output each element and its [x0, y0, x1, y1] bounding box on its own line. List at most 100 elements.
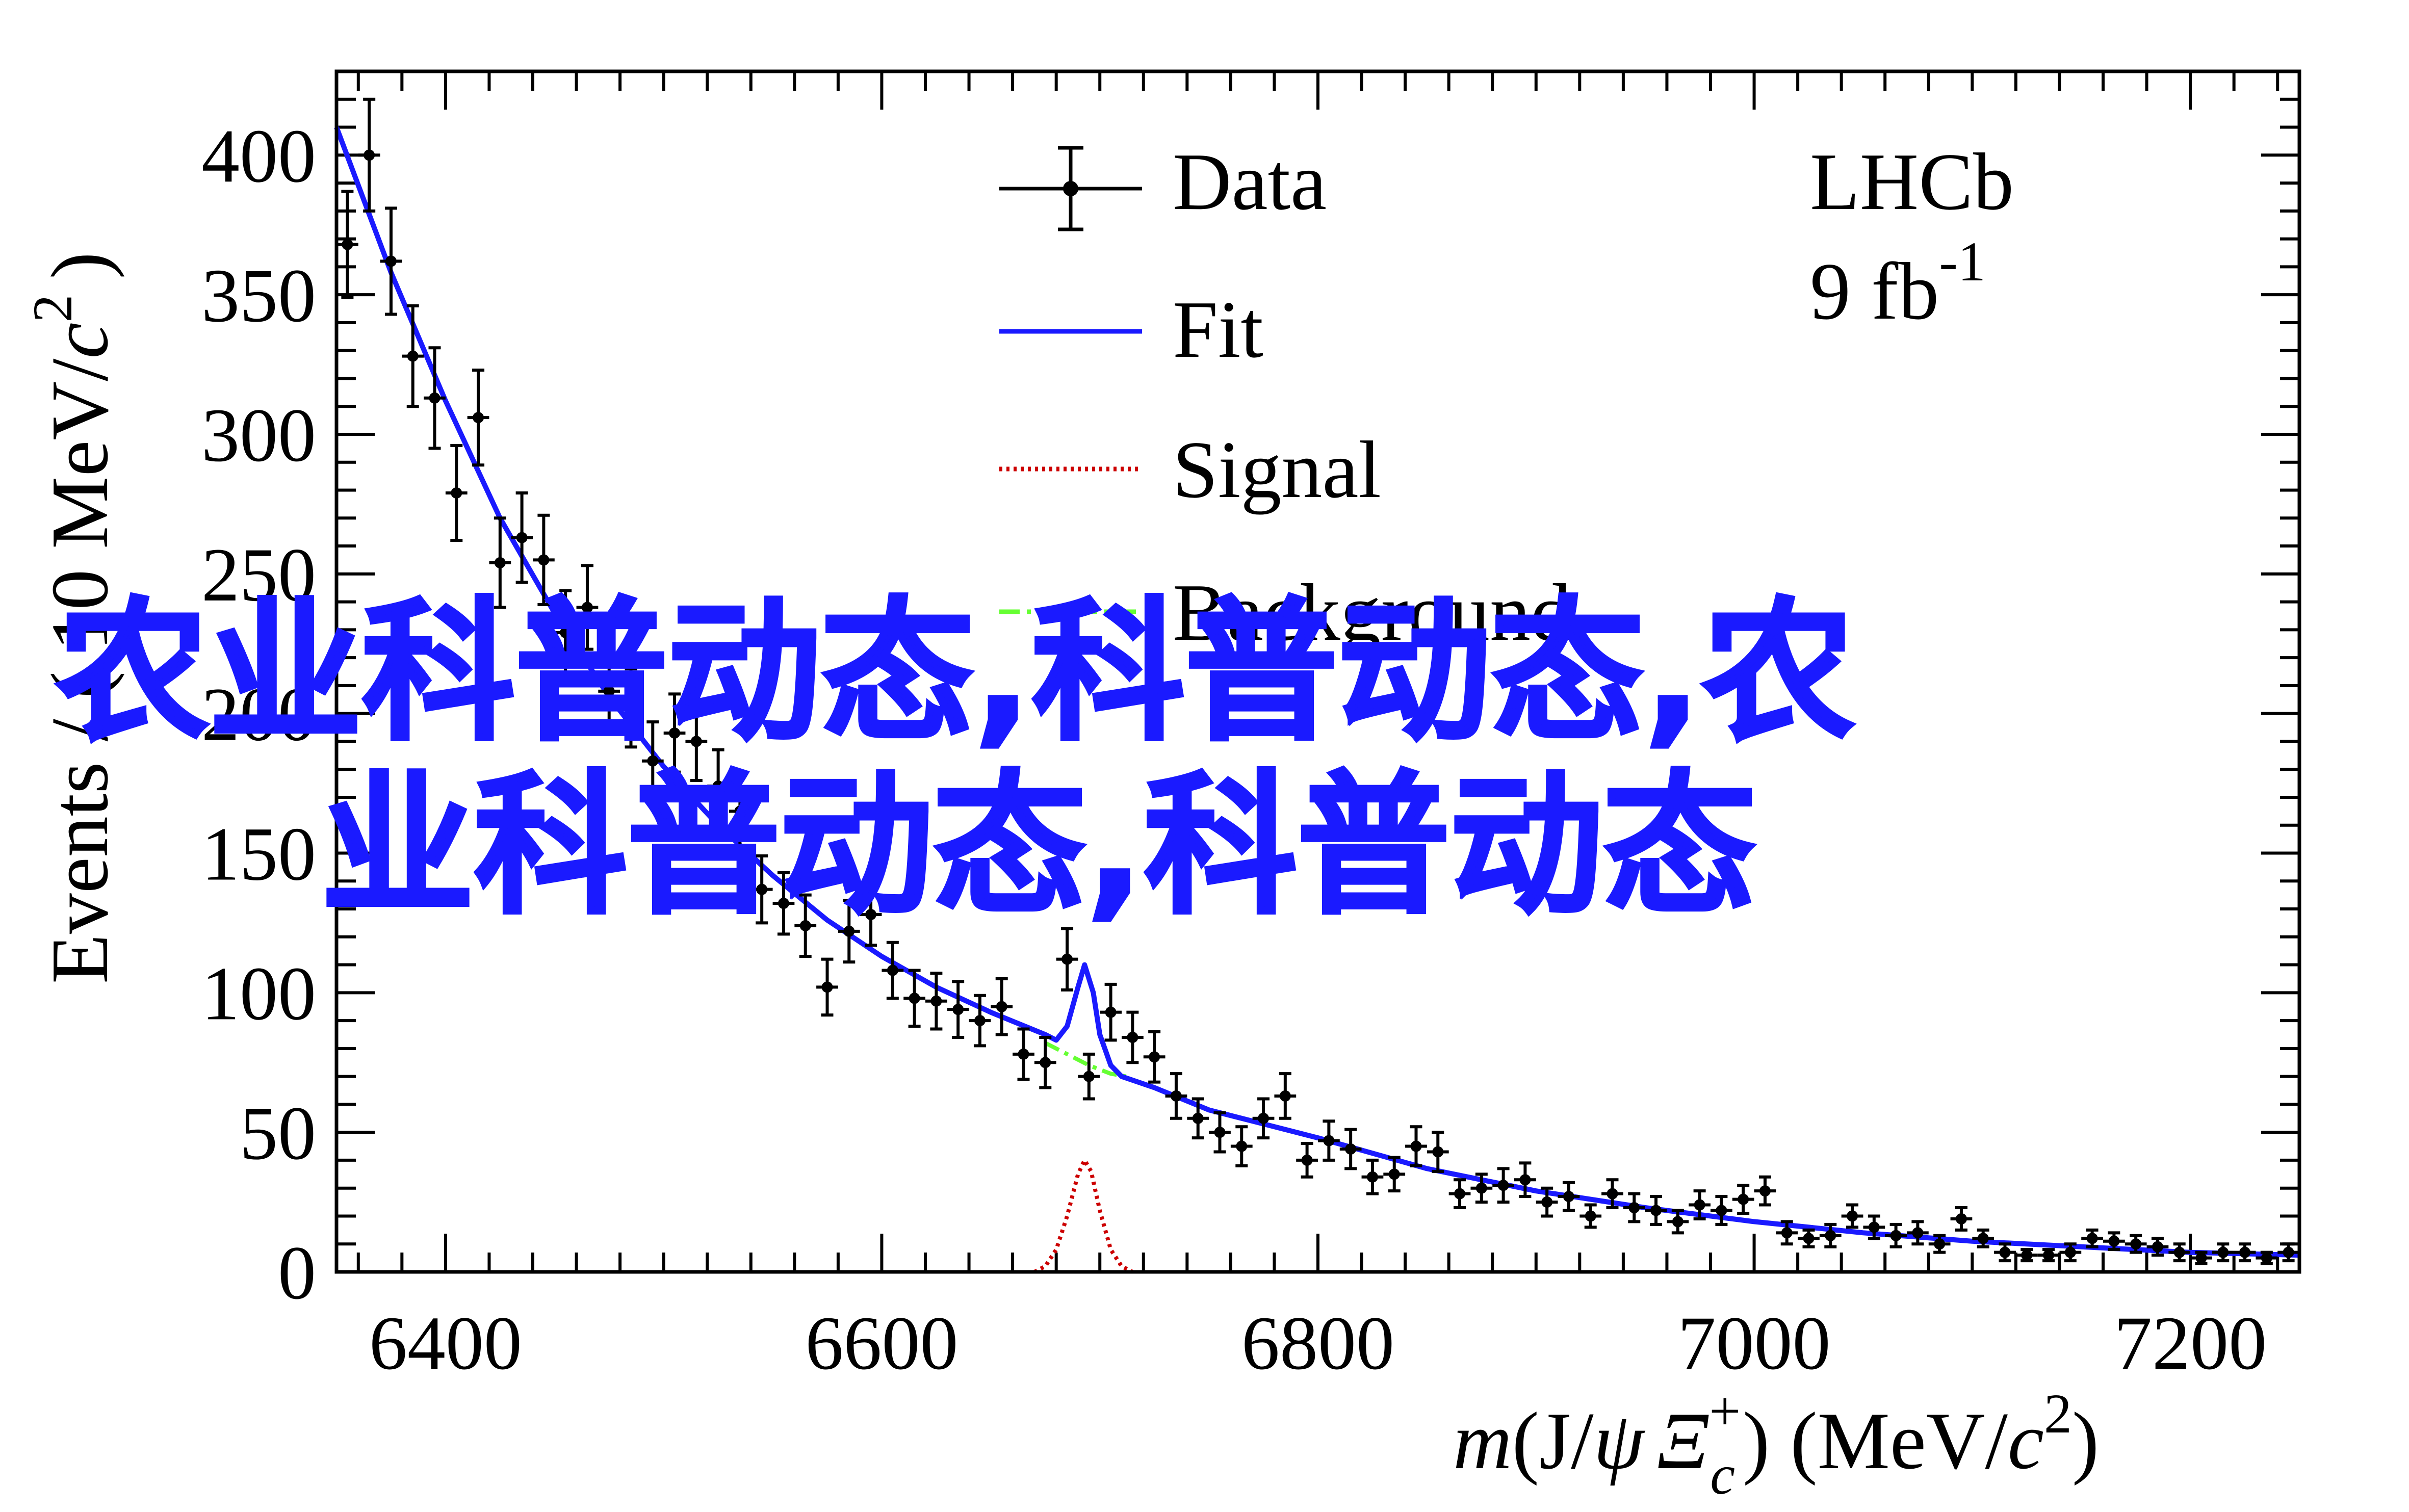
data-point [729, 773, 751, 849]
x-axis-label-m: m [1453, 1395, 1512, 1486]
data-marker [1214, 1127, 1226, 1138]
data-point [1623, 1192, 1645, 1223]
data-marker [952, 1004, 964, 1015]
data-marker [1934, 1238, 1946, 1250]
y-tick-label: 250 [201, 533, 316, 617]
data-point [1187, 1097, 1209, 1140]
data-point [1841, 1203, 1863, 1229]
data-marker [407, 350, 419, 362]
data-marker [2239, 1246, 2251, 1258]
legend-entry-data: Data [999, 136, 1327, 231]
y-axis-label-sup: 2 [21, 295, 84, 323]
data-point [1558, 1181, 1580, 1212]
data-marker [2108, 1235, 2120, 1247]
data-marker [1847, 1210, 1858, 1222]
data-marker [2195, 1252, 2207, 1264]
y-tick-label: 50 [240, 1091, 316, 1176]
y-axis-label: Events / ( 10 MeV/c2) [21, 252, 125, 984]
data-point [2168, 1242, 2191, 1263]
data-marker [821, 981, 833, 993]
data-point [1056, 927, 1078, 992]
legend-entry-background: Background [999, 567, 1571, 658]
fit-curve [334, 126, 2300, 1258]
data-marker [342, 239, 353, 250]
data-marker [1585, 1210, 1596, 1222]
data-point [2125, 1234, 2147, 1254]
data-marker [1105, 1006, 1117, 1018]
data-point [750, 854, 773, 925]
data-point [1601, 1178, 1623, 1210]
y-tick-label: 100 [201, 951, 316, 1036]
data-marker [1061, 953, 1073, 965]
data-marker [603, 685, 615, 697]
data-marker [1497, 1180, 1509, 1191]
data-marker [974, 1015, 986, 1027]
data-marker [1781, 1227, 1793, 1239]
data-point [2059, 1242, 2082, 1263]
data-marker [1454, 1188, 1466, 1200]
data-marker [1955, 1213, 1967, 1224]
data-marker [734, 805, 746, 817]
data-point [1776, 1220, 1798, 1246]
data-marker [712, 780, 724, 792]
data-point [554, 589, 577, 676]
data-point [424, 346, 446, 450]
data-marker [1541, 1196, 1553, 1208]
data-marker [473, 412, 484, 424]
data-point [991, 977, 1013, 1036]
x-tick-label: 7000 [1678, 1301, 1831, 1386]
data-marker [1432, 1146, 1444, 1158]
data-marker [2064, 1246, 2076, 1258]
legend-entry-signal: Signal [999, 424, 1381, 515]
data-marker [1803, 1233, 1815, 1244]
data-point [1689, 1189, 1711, 1220]
overlay-title-line2: 业科普动态,科普动态 [320, 757, 1757, 935]
data-point [1645, 1195, 1667, 1226]
data-marker [364, 149, 375, 161]
data-marker [996, 1001, 1007, 1012]
data-point [2103, 1231, 2125, 1252]
data-point [1514, 1161, 1536, 1198]
data-point [685, 700, 708, 783]
data-marker [1738, 1193, 1749, 1205]
y-tick-label: 150 [201, 812, 316, 896]
data-point [1230, 1125, 1253, 1167]
data-marker [1912, 1227, 1924, 1239]
data-point [620, 667, 642, 749]
plot-frame [334, 69, 2301, 1274]
data-point [1907, 1220, 1929, 1246]
data-marker [2173, 1246, 2185, 1258]
data-marker [756, 883, 768, 895]
data-marker [2043, 1249, 2055, 1261]
y-axis-label-main: Events / ( 10 MeV/ [34, 358, 125, 984]
data-marker [2217, 1246, 2229, 1258]
data-point [1427, 1131, 1449, 1173]
data-marker [2283, 1246, 2294, 1258]
data-point [2015, 1248, 2038, 1263]
y-tick-label: 0 [278, 1231, 316, 1315]
y-tick-label: 300 [201, 393, 316, 478]
experiment-label: LHCb [1810, 136, 2014, 227]
background-curve [1044, 1041, 1127, 1079]
data-point [903, 969, 925, 1028]
data-marker [1388, 1168, 1400, 1180]
data-point [1819, 1222, 1842, 1248]
data-marker [1607, 1188, 1618, 1200]
data-marker [1672, 1216, 1683, 1228]
data-marker [2130, 1238, 2142, 1250]
data-point [1579, 1203, 1602, 1229]
y-axis-label-c: c [34, 323, 125, 359]
data-point [772, 871, 795, 936]
data-marker [1040, 1057, 1051, 1068]
data-marker [625, 702, 637, 714]
data-marker [1519, 1174, 1531, 1186]
data-point [969, 994, 991, 1048]
data-marker [1192, 1112, 1204, 1124]
legend-label-fit: Fit [1173, 284, 1263, 375]
data-point [1732, 1184, 1754, 1215]
x-tick-label: 7200 [2114, 1301, 2267, 1386]
x-axis-label-c: c [2008, 1395, 2044, 1486]
data-marker [1563, 1191, 1574, 1203]
data-point [598, 650, 620, 732]
data-marker [1694, 1199, 1705, 1211]
